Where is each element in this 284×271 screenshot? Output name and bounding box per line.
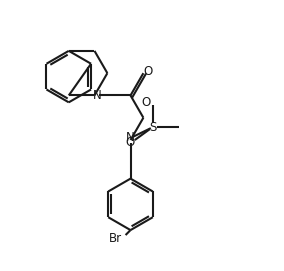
Text: S: S — [149, 121, 156, 134]
Text: O: O — [144, 65, 153, 78]
Text: O: O — [125, 137, 134, 150]
Text: N: N — [126, 131, 135, 144]
Text: N: N — [93, 89, 102, 102]
Text: O: O — [141, 96, 151, 109]
Text: Br: Br — [109, 231, 122, 244]
